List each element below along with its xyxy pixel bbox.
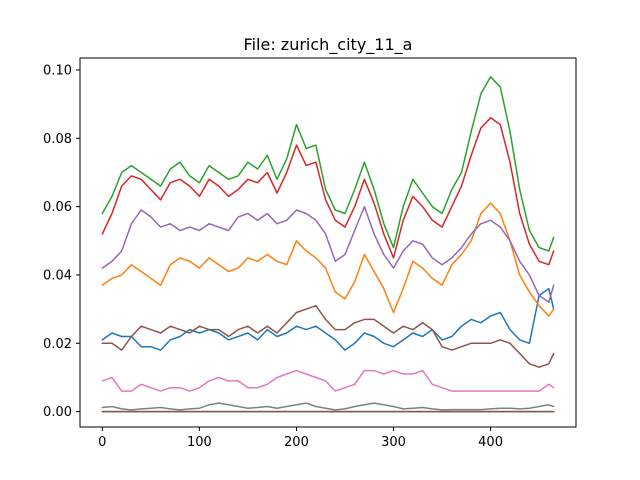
series-line-2 <box>101 202 555 317</box>
series-line-4 <box>101 117 555 266</box>
y-tick-label: 0.02 <box>43 337 72 352</box>
x-tick-label: 100 <box>187 435 212 450</box>
x-tick-label: 200 <box>284 435 309 450</box>
x-tick-label: 400 <box>478 435 503 450</box>
series-group <box>101 76 555 413</box>
y-tick-label: 0.04 <box>43 268 72 283</box>
series-layer <box>101 76 555 413</box>
axes-layer: 0 100 200 300 400 0.00 0.02 0.04 0.06 0.08 0.10 <box>43 57 577 450</box>
chart-title: File: zurich_city_11_a <box>244 35 413 55</box>
y-tick-label: 0.08 <box>43 132 72 147</box>
series-line-7 <box>101 369 555 392</box>
x-tick-label: 300 <box>381 435 406 450</box>
series-line-1 <box>101 287 555 351</box>
series-line-6 <box>101 304 555 368</box>
series-line-5 <box>101 205 555 304</box>
series-line-3 <box>101 76 555 252</box>
series-line-8 <box>101 402 555 411</box>
x-tick-label: 0 <box>98 435 106 450</box>
y-tick-label: 0.10 <box>43 63 72 78</box>
plot-frame <box>79 57 577 428</box>
y-tick-label: 0.06 <box>43 200 72 215</box>
y-tick-label: 0.00 <box>43 405 72 420</box>
